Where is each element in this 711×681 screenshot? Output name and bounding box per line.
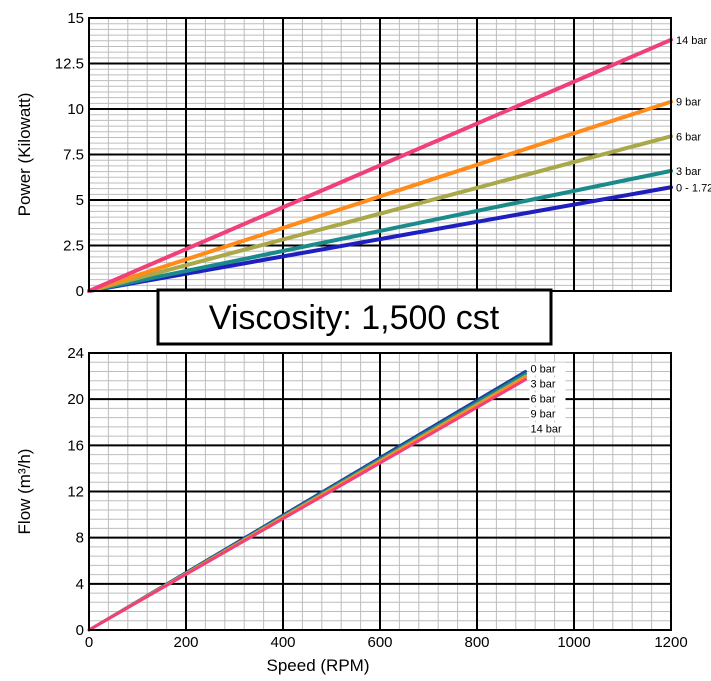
y-tick-label: 15 — [67, 10, 84, 27]
series-line — [87, 134, 673, 293]
series-label: 0 - 1.72 bar — [676, 182, 711, 194]
y-tick-label: 2.5 — [63, 238, 84, 255]
series-label: 9 bar — [531, 408, 556, 420]
banner-box — [156, 288, 553, 346]
series-label-bg — [675, 130, 711, 144]
series-label: 0 bar — [531, 363, 556, 375]
series-label-bg — [529, 407, 566, 421]
series-label: 3 bar — [676, 166, 701, 178]
power-chart: 0 - 1.72 bar 3 bar 6 bar 9 bar 14 bar 0 2.5 5 7.… — [15, 10, 711, 300]
viscosity-banner: Viscosity: 1,500 cst — [156, 288, 553, 346]
plot-frame — [88, 352, 672, 631]
y-tick-label: 16 — [67, 437, 84, 454]
series-line — [87, 378, 527, 632]
series-label-bg — [675, 164, 711, 178]
y-tick-label: 12 — [67, 484, 84, 501]
series-group — [87, 369, 527, 632]
series-label-bg — [529, 362, 566, 376]
series-label: 14 bar — [676, 35, 708, 47]
y-tick-label: 24 — [67, 345, 84, 362]
series-label-bg — [675, 95, 711, 109]
y-tick-label: 10 — [67, 101, 84, 118]
y-tick-label: 12.5 — [55, 56, 84, 73]
x-tick-label: 1000 — [557, 634, 590, 651]
y-axis-title: Flow (m³/h) — [15, 449, 34, 535]
grid — [89, 18, 671, 291]
flow-chart: 0 bar 3 bar 6 bar 9 bar 14 bar 0 4 8 12 16 20 24 0 20… — [15, 345, 688, 675]
series-label: 6 bar — [531, 393, 556, 405]
series-label-bg — [529, 377, 566, 391]
series-label: 14 bar — [531, 423, 563, 435]
x-tick-label: 200 — [173, 634, 198, 651]
y-tick-label: 7.5 — [63, 147, 84, 164]
y-tick-label: 0 — [76, 622, 84, 639]
series-label-bg — [675, 33, 711, 47]
series-line — [87, 99, 673, 293]
series-label-bg — [529, 422, 572, 436]
series-group — [87, 37, 673, 293]
grid — [89, 353, 671, 630]
y-tick-label: 5 — [76, 192, 84, 209]
y-tick-label: 4 — [76, 576, 84, 593]
series-line — [87, 185, 673, 293]
x-tick-label: 0 — [85, 634, 93, 651]
series-label-bg — [529, 392, 566, 406]
x-tick-label: 1200 — [654, 634, 687, 651]
y-axis-title: Power (Kilowatt) — [15, 93, 34, 217]
y-tick-label: 0 — [76, 283, 84, 300]
series-label-bg — [675, 181, 711, 195]
x-tick-label: 400 — [270, 634, 295, 651]
x-tick-label: 800 — [464, 634, 489, 651]
series-line — [87, 168, 673, 293]
y-tick-label: 20 — [67, 391, 84, 408]
x-tick-label: 600 — [367, 634, 392, 651]
series-label: 3 bar — [531, 378, 556, 390]
banner-text: Viscosity: 1,500 cst — [209, 299, 500, 337]
y-tick-label: 8 — [76, 530, 84, 547]
series-label: 9 bar — [676, 97, 701, 109]
x-axis-title: Speed (RPM) — [267, 656, 370, 675]
series-label: 6 bar — [676, 131, 701, 143]
series-line — [87, 37, 673, 293]
